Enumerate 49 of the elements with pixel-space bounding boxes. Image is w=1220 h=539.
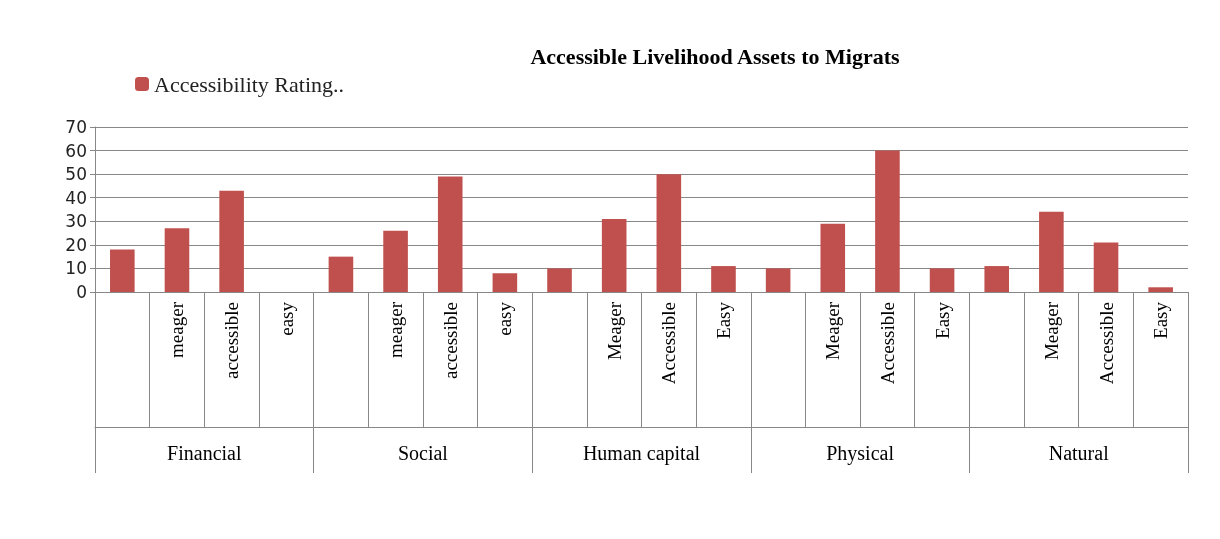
x-tick-label: Easy (1150, 301, 1172, 339)
x-tick-label: meager (166, 301, 188, 358)
y-tick-label: 50 (65, 164, 87, 185)
bar (547, 268, 572, 292)
legend-label: Accessibility Rating.. (154, 71, 345, 97)
x-tick-label: Accessible (658, 302, 680, 385)
x-tick-label: meager (385, 301, 407, 358)
x-tick-label: Easy (712, 301, 734, 339)
x-tick-label: accessible (221, 302, 243, 380)
bar (711, 266, 736, 292)
bar (1039, 211, 1064, 292)
y-tick-label: 10 (65, 258, 87, 279)
y-tick-label: 70 (65, 117, 87, 137)
y-tick-label: 40 (65, 187, 87, 208)
y-tick-label: 0 (76, 282, 87, 302)
text: Financial (167, 442, 242, 464)
bar (875, 150, 900, 292)
bar (383, 230, 408, 292)
bar (437, 176, 463, 292)
x-tick-label: Easy (931, 301, 953, 339)
x-tick-label: easy (275, 301, 297, 336)
x-tick-label: Meager (603, 301, 625, 361)
bar (765, 268, 791, 292)
text: Human capital (582, 442, 701, 465)
bar (328, 256, 354, 292)
text: Social (397, 442, 449, 464)
chart-title: Accessible Livelihood Assets to Migrats (530, 43, 900, 69)
y-tick-label: 30 (65, 211, 87, 232)
bar (656, 174, 682, 292)
bar (110, 249, 135, 292)
bar (164, 228, 190, 292)
x-tick-label: Accessible (1095, 302, 1117, 385)
x-tick-label: Meager (822, 301, 844, 361)
bar (601, 218, 627, 292)
x-tick-label: Meager (1040, 301, 1062, 361)
x-tick-label: accessible (439, 302, 461, 380)
y-tick-label: 60 (65, 140, 87, 161)
bar (984, 266, 1010, 292)
x-tick-label: Accessible (876, 302, 898, 385)
bar (1093, 242, 1119, 292)
text: Natural (1048, 442, 1110, 464)
text: Physical (826, 442, 895, 465)
bar (219, 190, 244, 292)
bar (929, 268, 955, 292)
bar (820, 223, 846, 292)
bar (492, 273, 518, 292)
bar (1148, 287, 1173, 292)
x-tick-label: easy (494, 301, 516, 336)
y-tick-label: 20 (65, 234, 87, 255)
